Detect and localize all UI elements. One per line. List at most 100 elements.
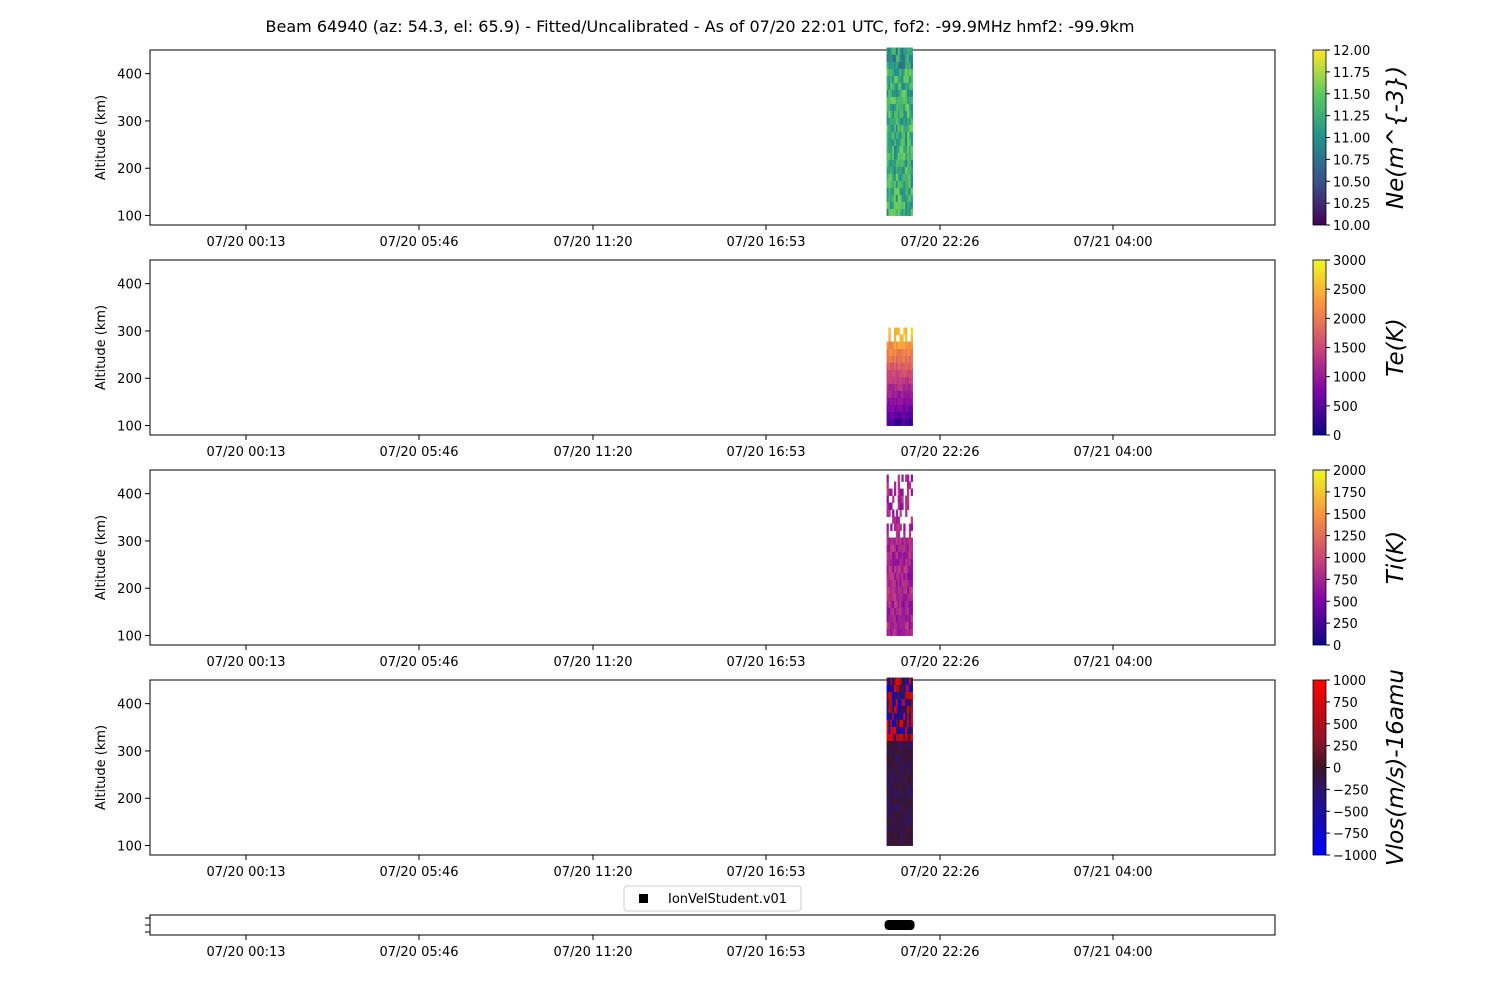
heatmap-cell	[910, 677, 913, 685]
y-tick-label: 400	[117, 488, 142, 503]
heatmap-cell	[888, 831, 891, 839]
heatmap-cell	[888, 551, 891, 559]
heatmap-cell	[901, 831, 904, 839]
heatmap-cell	[895, 523, 899, 531]
heatmap-cell	[897, 341, 900, 349]
heatmap-cell	[892, 131, 895, 139]
heatmap-cell	[890, 572, 893, 580]
heatmap-cell	[910, 103, 913, 111]
heatmap-cell	[888, 719, 891, 727]
heatmap-cell	[906, 131, 910, 139]
heatmap-cell	[897, 75, 900, 83]
heatmap-cell	[888, 75, 891, 83]
heatmap-cell	[892, 341, 895, 349]
heatmap-cell	[890, 145, 893, 153]
heatmap-cell	[910, 712, 913, 720]
heatmap-cell	[899, 47, 902, 55]
heatmap-cell	[888, 341, 891, 349]
heatmap-cell	[905, 684, 908, 692]
x-tick-label: 07/20 22:26	[900, 865, 979, 880]
heatmap-cell	[888, 397, 891, 405]
heatmap-cell	[886, 551, 889, 559]
heatmap-cell	[908, 530, 912, 538]
heatmap-cell	[893, 747, 897, 755]
heatmap-cell	[906, 397, 910, 405]
heatmap-cell	[888, 733, 891, 741]
heatmap-cell	[893, 201, 897, 209]
heatmap-cell	[908, 831, 912, 839]
heatmap-cell	[903, 327, 906, 335]
heatmap-cell	[890, 89, 893, 97]
heatmap-cell	[890, 593, 893, 601]
heatmap-cell	[895, 747, 899, 755]
heatmap-cell	[901, 684, 904, 692]
heatmap-cell	[910, 607, 913, 615]
heatmap-cells	[886, 677, 913, 846]
heatmap-cell	[897, 796, 900, 804]
heatmap-cell	[908, 586, 912, 594]
colorbar-label: Te(K)	[1383, 318, 1409, 376]
heatmap-cell	[886, 789, 889, 797]
heatmap-cell	[903, 82, 906, 90]
heatmap-cell	[901, 817, 904, 825]
heatmap-cell	[901, 824, 904, 832]
heatmap-cell	[908, 551, 912, 559]
heatmap-cell	[906, 572, 910, 580]
heatmap-cell	[901, 96, 904, 104]
y-tick-label: 200	[117, 792, 142, 807]
heatmap-cell	[886, 418, 889, 426]
heatmap-cell	[906, 61, 910, 69]
heatmap-cell	[892, 159, 895, 167]
heatmap-cell	[893, 481, 897, 489]
heatmap-cell	[899, 124, 902, 132]
heatmap-cell	[906, 208, 910, 216]
heatmap-cell	[897, 754, 900, 762]
heatmap-cell	[901, 201, 904, 209]
heatmap-cell	[905, 89, 908, 97]
heatmap-cell	[886, 726, 889, 734]
colorbar-tick-label: 10.50	[1333, 175, 1370, 190]
heatmap-cell	[892, 558, 895, 566]
heatmap-cell	[895, 628, 899, 636]
heatmap-cell	[901, 61, 904, 69]
heatmap-cell	[899, 572, 902, 580]
colorbar-tick-label: −500	[1333, 805, 1369, 820]
heatmap-cell	[895, 47, 899, 55]
colorbar-tick-label: 250	[1333, 740, 1358, 755]
heatmap-cell	[895, 810, 899, 818]
heatmap-cell	[886, 565, 889, 573]
heatmap-cell	[890, 705, 893, 713]
heatmap-cell	[908, 523, 912, 531]
heatmap-cell	[906, 838, 910, 846]
heatmap-cell	[890, 719, 893, 727]
heatmap-cell	[906, 810, 910, 818]
heatmap-cell	[908, 593, 912, 601]
heatmap-cell	[888, 621, 891, 629]
heatmap-cell	[888, 838, 891, 846]
heatmap-cell	[906, 474, 910, 482]
heatmap-cell	[893, 362, 897, 370]
heatmap-cell	[910, 523, 913, 531]
heatmap-cell	[901, 138, 904, 146]
heatmap-cell	[888, 726, 891, 734]
colorbar-tick-label: 2000	[1333, 464, 1366, 479]
heatmap-cell	[903, 180, 906, 188]
heatmap-cell	[892, 677, 895, 685]
heatmap-cell	[899, 733, 902, 741]
heatmap-cell	[908, 152, 912, 160]
heatmap-cell	[903, 600, 906, 608]
heatmap-cell	[905, 54, 908, 62]
heatmap-cell	[893, 754, 897, 762]
heatmap-cell	[895, 89, 899, 97]
heatmap-cell	[897, 810, 900, 818]
heatmap-cell	[897, 684, 900, 692]
heatmap-cell	[899, 96, 902, 104]
heatmap-cell	[890, 180, 893, 188]
heatmap-cell	[899, 810, 902, 818]
heatmap-cell	[906, 68, 910, 76]
heatmap-cell	[905, 138, 908, 146]
heatmap-cell	[893, 89, 897, 97]
heatmap-cell	[908, 803, 912, 811]
heatmap-cell	[903, 810, 906, 818]
colorbar-tick-label: 11.75	[1333, 66, 1370, 81]
